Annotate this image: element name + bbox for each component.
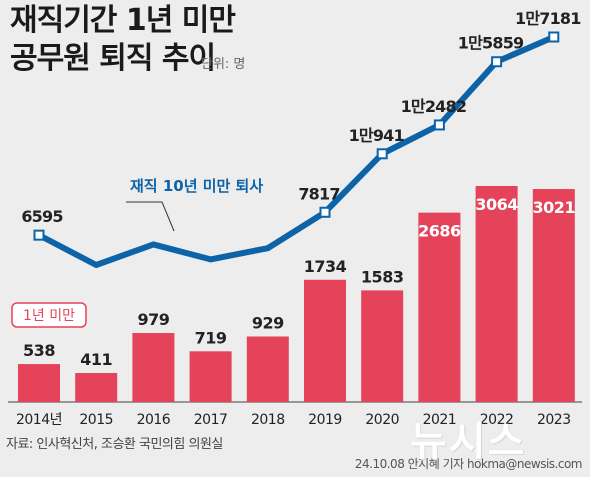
bar-value-label-3: 719 (195, 328, 227, 347)
line-marker-9 (549, 33, 558, 42)
line-marker-7 (435, 120, 444, 129)
watermark-logo: 뉴시스 (410, 409, 526, 467)
line-marker-0 (35, 231, 44, 240)
bar-2 (132, 333, 174, 402)
x-tick-label-6: 2020 (365, 412, 399, 428)
bar-value-label-2: 979 (137, 310, 169, 329)
line-marker-8 (492, 57, 501, 66)
line-value-label-7: 1만2482 (401, 97, 467, 116)
x-tick-label-1: 2015 (79, 412, 113, 428)
legend-bar-label: 1년 미만 (23, 308, 75, 324)
source-note: 자료: 인사혁신처, 조승환 국민의힘 의원실 (6, 433, 223, 452)
line-value-label-8: 1만5859 (458, 34, 524, 53)
line-marker-6 (378, 149, 387, 158)
line-marker-5 (321, 208, 330, 217)
x-tick-label-3: 2017 (194, 412, 228, 428)
bar-6 (361, 290, 403, 402)
bar-value-label-0: 538 (23, 341, 55, 360)
bar-8 (476, 186, 518, 402)
bars-layer (18, 186, 575, 402)
bar-0 (18, 364, 60, 402)
bar-7 (418, 213, 460, 402)
legend-line-series: 재직 10년 미만 퇴사 (126, 177, 263, 231)
bar-3 (190, 351, 232, 402)
bar-value-label-1: 411 (80, 350, 112, 369)
line-value-label-6: 1만941 (349, 126, 405, 145)
x-tick-label-2: 2016 (137, 412, 171, 428)
bar-value-label-5: 1734 (304, 257, 347, 276)
line-value-label-5: 7817 (298, 184, 339, 203)
bar-value-label-6: 1583 (361, 267, 404, 286)
bar-5 (304, 280, 346, 402)
legend-bar-series: 1년 미만 (12, 303, 86, 327)
bar-value-label-9: 3021 (533, 198, 576, 217)
x-tick-label-4: 2018 (251, 412, 285, 428)
bar-value-label-7: 2686 (418, 222, 461, 241)
line-value-label-0: 6595 (21, 207, 63, 226)
bar-value-label-4: 929 (252, 314, 284, 333)
bar-9 (533, 189, 575, 402)
x-tick-label-9: 2023 (537, 412, 571, 428)
bar-1 (75, 373, 117, 402)
legend-line-label: 재직 10년 미만 퇴사 (130, 177, 263, 195)
bar-value-label-8: 3064 (475, 195, 518, 214)
line-value-label-9: 1만7181 (515, 9, 581, 28)
x-tick-label-5: 2019 (308, 412, 342, 428)
bar-4 (247, 337, 289, 402)
x-tick-label-0: 2014년 (16, 412, 62, 428)
legend-line-leader (126, 202, 174, 231)
